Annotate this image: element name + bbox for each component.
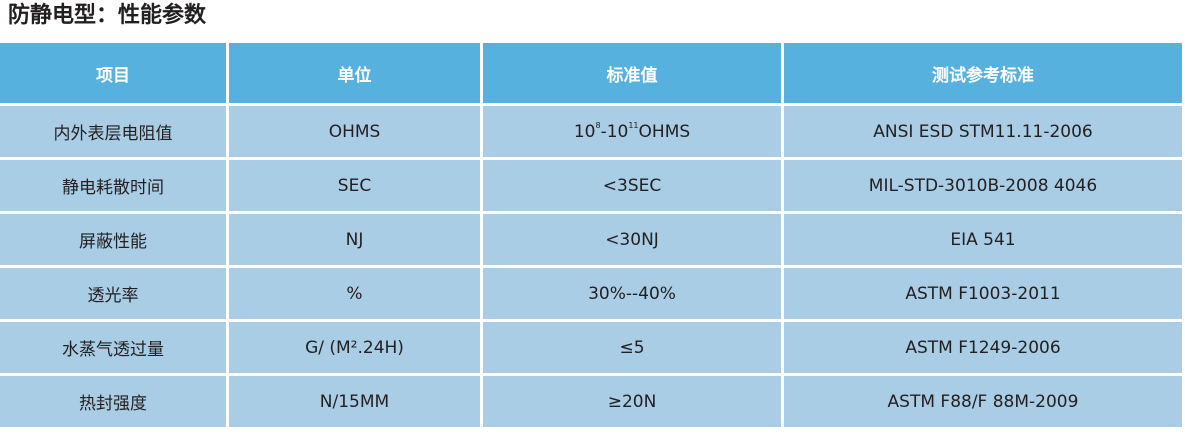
- cell-standard: ASTM F1249-2006: [784, 322, 1182, 373]
- cell-standard: ASTM F88/F 88M-2009: [784, 376, 1182, 427]
- cell-value: <30NJ: [483, 214, 781, 265]
- cell-value: ≥20N: [483, 376, 781, 427]
- cell-value: ≤5: [483, 322, 781, 373]
- cell-value: 108-1011OHMS: [483, 106, 781, 157]
- cell-value: <3SEC: [483, 160, 781, 211]
- cell-unit: NJ: [229, 214, 480, 265]
- value-tail: OHMS: [638, 122, 691, 142]
- value-base: 10: [573, 122, 596, 142]
- cell-item: 水蒸气透过量: [0, 322, 226, 373]
- cell-unit: N/15MM: [229, 376, 480, 427]
- table-row: 内外表层电阻值 OHMS 108-1011OHMS ANSI ESD STM11…: [0, 106, 1182, 157]
- table-row: 透光率 % 30%--40% ASTM F1003-2011: [0, 268, 1182, 319]
- table-row: 水蒸气透过量 G/ (M².24H) ≤5 ASTM F1249-2006: [0, 322, 1182, 373]
- value-exponent: 11: [628, 121, 639, 130]
- cell-unit: G/ (M².24H): [229, 322, 480, 373]
- cell-item: 屏蔽性能: [0, 214, 226, 265]
- page-title: 防静电型：性能参数: [8, 3, 207, 28]
- cell-unit: OHMS: [229, 106, 480, 157]
- cell-item: 静电耗散时间: [0, 160, 226, 211]
- cell-item: 透光率: [0, 268, 226, 319]
- header-item: 项目: [0, 43, 226, 103]
- cell-standard: ASTM F1003-2011: [784, 268, 1182, 319]
- cell-value: 30%--40%: [483, 268, 781, 319]
- cell-standard: ANSI ESD STM11.11-2006: [784, 106, 1182, 157]
- header-unit: 单位: [229, 43, 480, 103]
- cell-unit: %: [229, 268, 480, 319]
- table-row: 屏蔽性能 NJ <30NJ EIA 541: [0, 214, 1182, 265]
- cell-standard: MIL-STD-3010B-2008 4046: [784, 160, 1182, 211]
- value-mid: -10: [600, 122, 629, 142]
- table-row: 热封强度 N/15MM ≥20N ASTM F88/F 88M-2009: [0, 376, 1182, 427]
- header-value: 标准值: [483, 43, 781, 103]
- cell-item: 热封强度: [0, 376, 226, 427]
- performance-table: 项目 单位 标准值 测试参考标准 内外表层电阻值 OHMS 108-1011OH…: [0, 40, 1185, 430]
- cell-standard: EIA 541: [784, 214, 1182, 265]
- table-row: 静电耗散时间 SEC <3SEC MIL-STD-3010B-2008 4046: [0, 160, 1182, 211]
- table-header: 项目 单位 标准值 测试参考标准: [0, 43, 1182, 103]
- header-standard: 测试参考标准: [784, 43, 1182, 103]
- value-exponent: 8: [595, 121, 601, 130]
- cell-item: 内外表层电阻值: [0, 106, 226, 157]
- cell-unit: SEC: [229, 160, 480, 211]
